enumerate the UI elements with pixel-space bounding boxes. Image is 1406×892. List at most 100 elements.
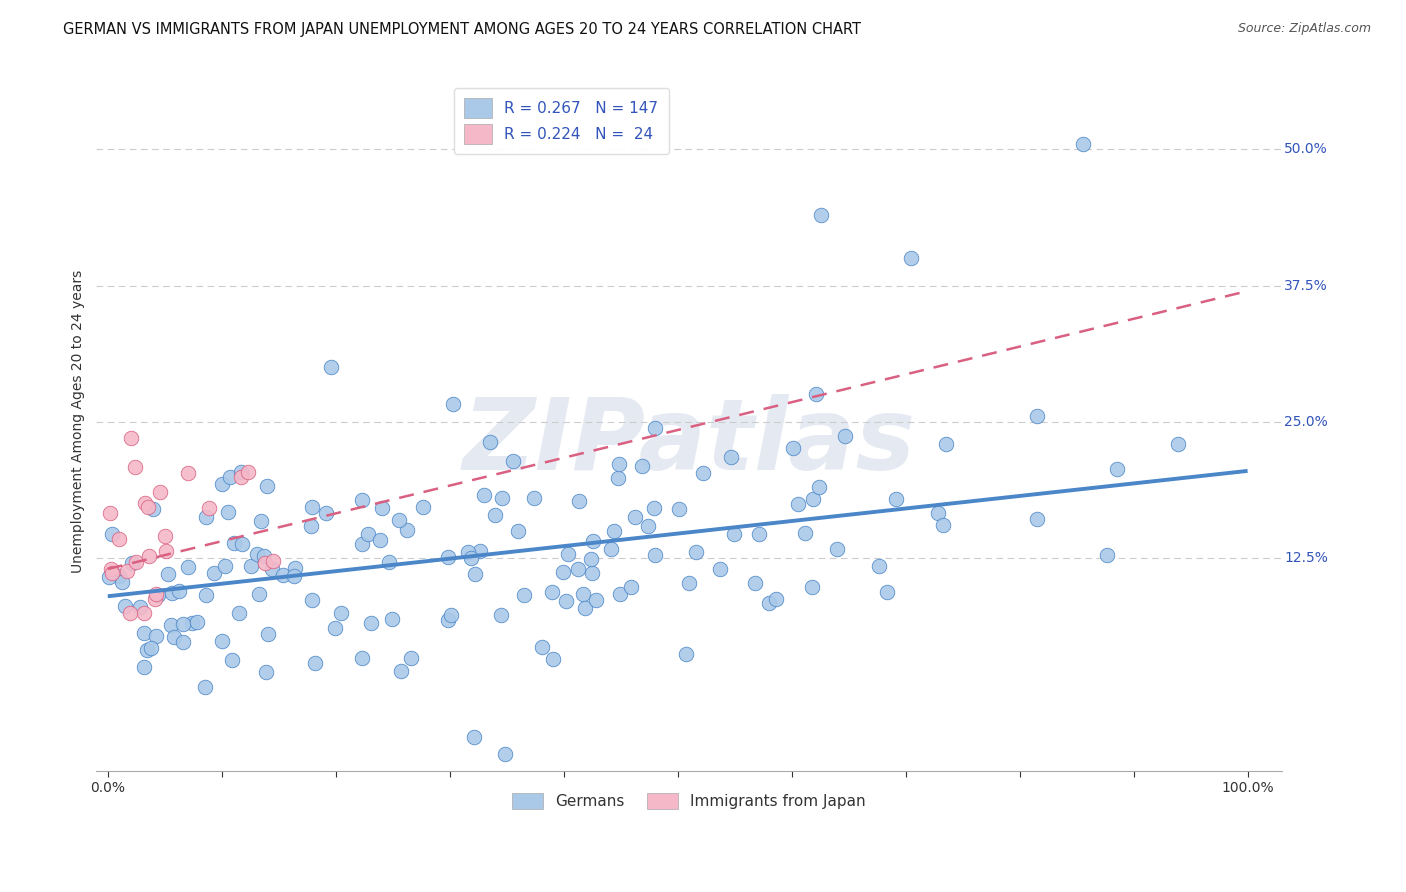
Point	[603, 524, 626, 539]
Point	[395, 523, 418, 537]
Point	[181, 615, 204, 630]
Point	[567, 562, 589, 576]
Point	[460, 550, 482, 565]
Point	[198, 500, 221, 515]
Point	[304, 657, 326, 671]
Point	[574, 600, 596, 615]
Point	[609, 587, 631, 601]
Point	[377, 555, 399, 569]
Point	[436, 614, 458, 628]
Point	[801, 580, 824, 594]
Point	[221, 653, 243, 667]
Point	[692, 466, 714, 480]
Point	[1025, 409, 1047, 424]
Point	[463, 731, 485, 745]
Point	[256, 627, 278, 641]
Point	[1073, 136, 1095, 151]
Point	[329, 606, 352, 620]
Point	[141, 641, 163, 656]
Point	[631, 458, 654, 473]
Point	[153, 529, 176, 543]
Point	[262, 554, 284, 568]
Text: 37.5%: 37.5%	[1284, 278, 1327, 293]
Point	[513, 588, 536, 602]
Point	[1107, 462, 1129, 476]
Point	[167, 584, 190, 599]
Point	[253, 549, 276, 564]
Text: 12.5%: 12.5%	[1284, 551, 1327, 566]
Point	[228, 607, 250, 621]
Point	[148, 588, 170, 602]
Point	[114, 599, 136, 613]
Point	[222, 535, 245, 549]
Point	[143, 591, 166, 606]
Point	[163, 630, 186, 644]
Point	[254, 665, 277, 679]
Text: 50.0%: 50.0%	[1284, 143, 1327, 156]
Legend: Germans, Immigrants from Japan: Germans, Immigrants from Japan	[506, 787, 872, 815]
Point	[868, 559, 890, 574]
Point	[368, 533, 391, 548]
Point	[643, 501, 665, 516]
Point	[238, 465, 260, 479]
Point	[468, 544, 491, 558]
Point	[229, 470, 252, 484]
Point	[1095, 548, 1118, 562]
Point	[934, 436, 956, 450]
Point	[247, 587, 270, 601]
Point	[155, 544, 177, 558]
Point	[108, 532, 131, 546]
Point	[399, 650, 422, 665]
Point	[1167, 437, 1189, 451]
Point	[194, 680, 217, 694]
Point	[214, 559, 236, 574]
Y-axis label: Unemployment Among Ages 20 to 24 years: Unemployment Among Ages 20 to 24 years	[72, 270, 86, 574]
Point	[129, 599, 152, 614]
Point	[1025, 512, 1047, 526]
Point	[765, 591, 787, 606]
Point	[555, 594, 578, 608]
Point	[253, 556, 276, 570]
Point	[115, 564, 138, 578]
Point	[195, 589, 218, 603]
Point	[484, 508, 506, 522]
Text: Source: ZipAtlas.com: Source: ZipAtlas.com	[1237, 22, 1371, 36]
Point	[283, 569, 305, 583]
Point	[685, 545, 707, 559]
Point	[136, 643, 159, 657]
Point	[489, 607, 512, 622]
Point	[557, 547, 579, 561]
Point	[464, 567, 486, 582]
Point	[572, 587, 595, 601]
Point	[271, 568, 294, 582]
Point	[177, 466, 200, 480]
Point	[360, 616, 382, 631]
Point	[744, 575, 766, 590]
Point	[162, 586, 184, 600]
Point	[441, 397, 464, 411]
Point	[900, 252, 922, 266]
Point	[319, 360, 342, 375]
Point	[810, 208, 832, 222]
Point	[506, 524, 529, 538]
Point	[100, 562, 122, 576]
Point	[211, 477, 233, 491]
Point	[568, 494, 591, 508]
Point	[121, 556, 143, 570]
Point	[134, 606, 156, 620]
Point	[100, 527, 122, 541]
Point	[160, 618, 183, 632]
Point	[186, 615, 208, 630]
Point	[585, 592, 607, 607]
Point	[124, 460, 146, 475]
Point	[202, 566, 225, 580]
Point	[118, 606, 141, 620]
Point	[620, 580, 643, 594]
Point	[668, 501, 690, 516]
Point	[172, 617, 194, 632]
Point	[834, 429, 856, 443]
Point	[134, 496, 156, 510]
Point	[600, 542, 623, 557]
Point	[142, 502, 165, 516]
Point	[523, 491, 546, 505]
